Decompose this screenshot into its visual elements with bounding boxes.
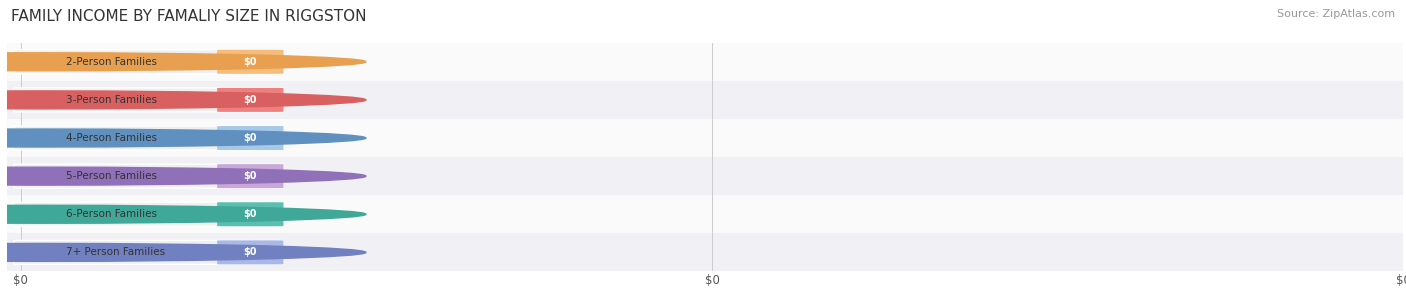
- FancyBboxPatch shape: [217, 50, 284, 74]
- Text: FAMILY INCOME BY FAMALIY SIZE IN RIGGSTON: FAMILY INCOME BY FAMALIY SIZE IN RIGGSTO…: [11, 9, 367, 24]
- FancyBboxPatch shape: [14, 164, 284, 188]
- Text: $0: $0: [243, 95, 257, 105]
- Text: $0: $0: [243, 57, 257, 67]
- Text: $0: $0: [243, 171, 257, 181]
- Circle shape: [0, 129, 366, 147]
- Bar: [7, 43, 1403, 81]
- FancyBboxPatch shape: [14, 202, 284, 226]
- Text: 4-Person Families: 4-Person Families: [66, 133, 157, 143]
- Text: 5-Person Families: 5-Person Families: [66, 171, 157, 181]
- Text: 7+ Person Families: 7+ Person Families: [66, 247, 166, 257]
- Bar: [7, 119, 1403, 157]
- Bar: [7, 81, 1403, 119]
- Text: 6-Person Families: 6-Person Families: [66, 209, 157, 219]
- Circle shape: [0, 243, 366, 261]
- Text: 3-Person Families: 3-Person Families: [66, 95, 157, 105]
- Text: $0: $0: [243, 133, 257, 143]
- Bar: [7, 195, 1403, 233]
- Text: $0: $0: [243, 209, 257, 219]
- FancyBboxPatch shape: [14, 240, 284, 264]
- FancyBboxPatch shape: [217, 240, 284, 264]
- Bar: [7, 233, 1403, 271]
- Circle shape: [0, 205, 366, 223]
- Circle shape: [0, 91, 366, 109]
- Text: 2-Person Families: 2-Person Families: [66, 57, 157, 67]
- FancyBboxPatch shape: [217, 164, 284, 188]
- FancyBboxPatch shape: [217, 88, 284, 112]
- FancyBboxPatch shape: [217, 126, 284, 150]
- Text: $0: $0: [243, 247, 257, 257]
- Circle shape: [0, 167, 366, 185]
- FancyBboxPatch shape: [14, 126, 284, 150]
- Bar: [7, 157, 1403, 195]
- Text: Source: ZipAtlas.com: Source: ZipAtlas.com: [1277, 9, 1395, 19]
- FancyBboxPatch shape: [14, 50, 284, 74]
- FancyBboxPatch shape: [14, 88, 284, 112]
- Circle shape: [0, 53, 366, 71]
- FancyBboxPatch shape: [217, 202, 284, 226]
